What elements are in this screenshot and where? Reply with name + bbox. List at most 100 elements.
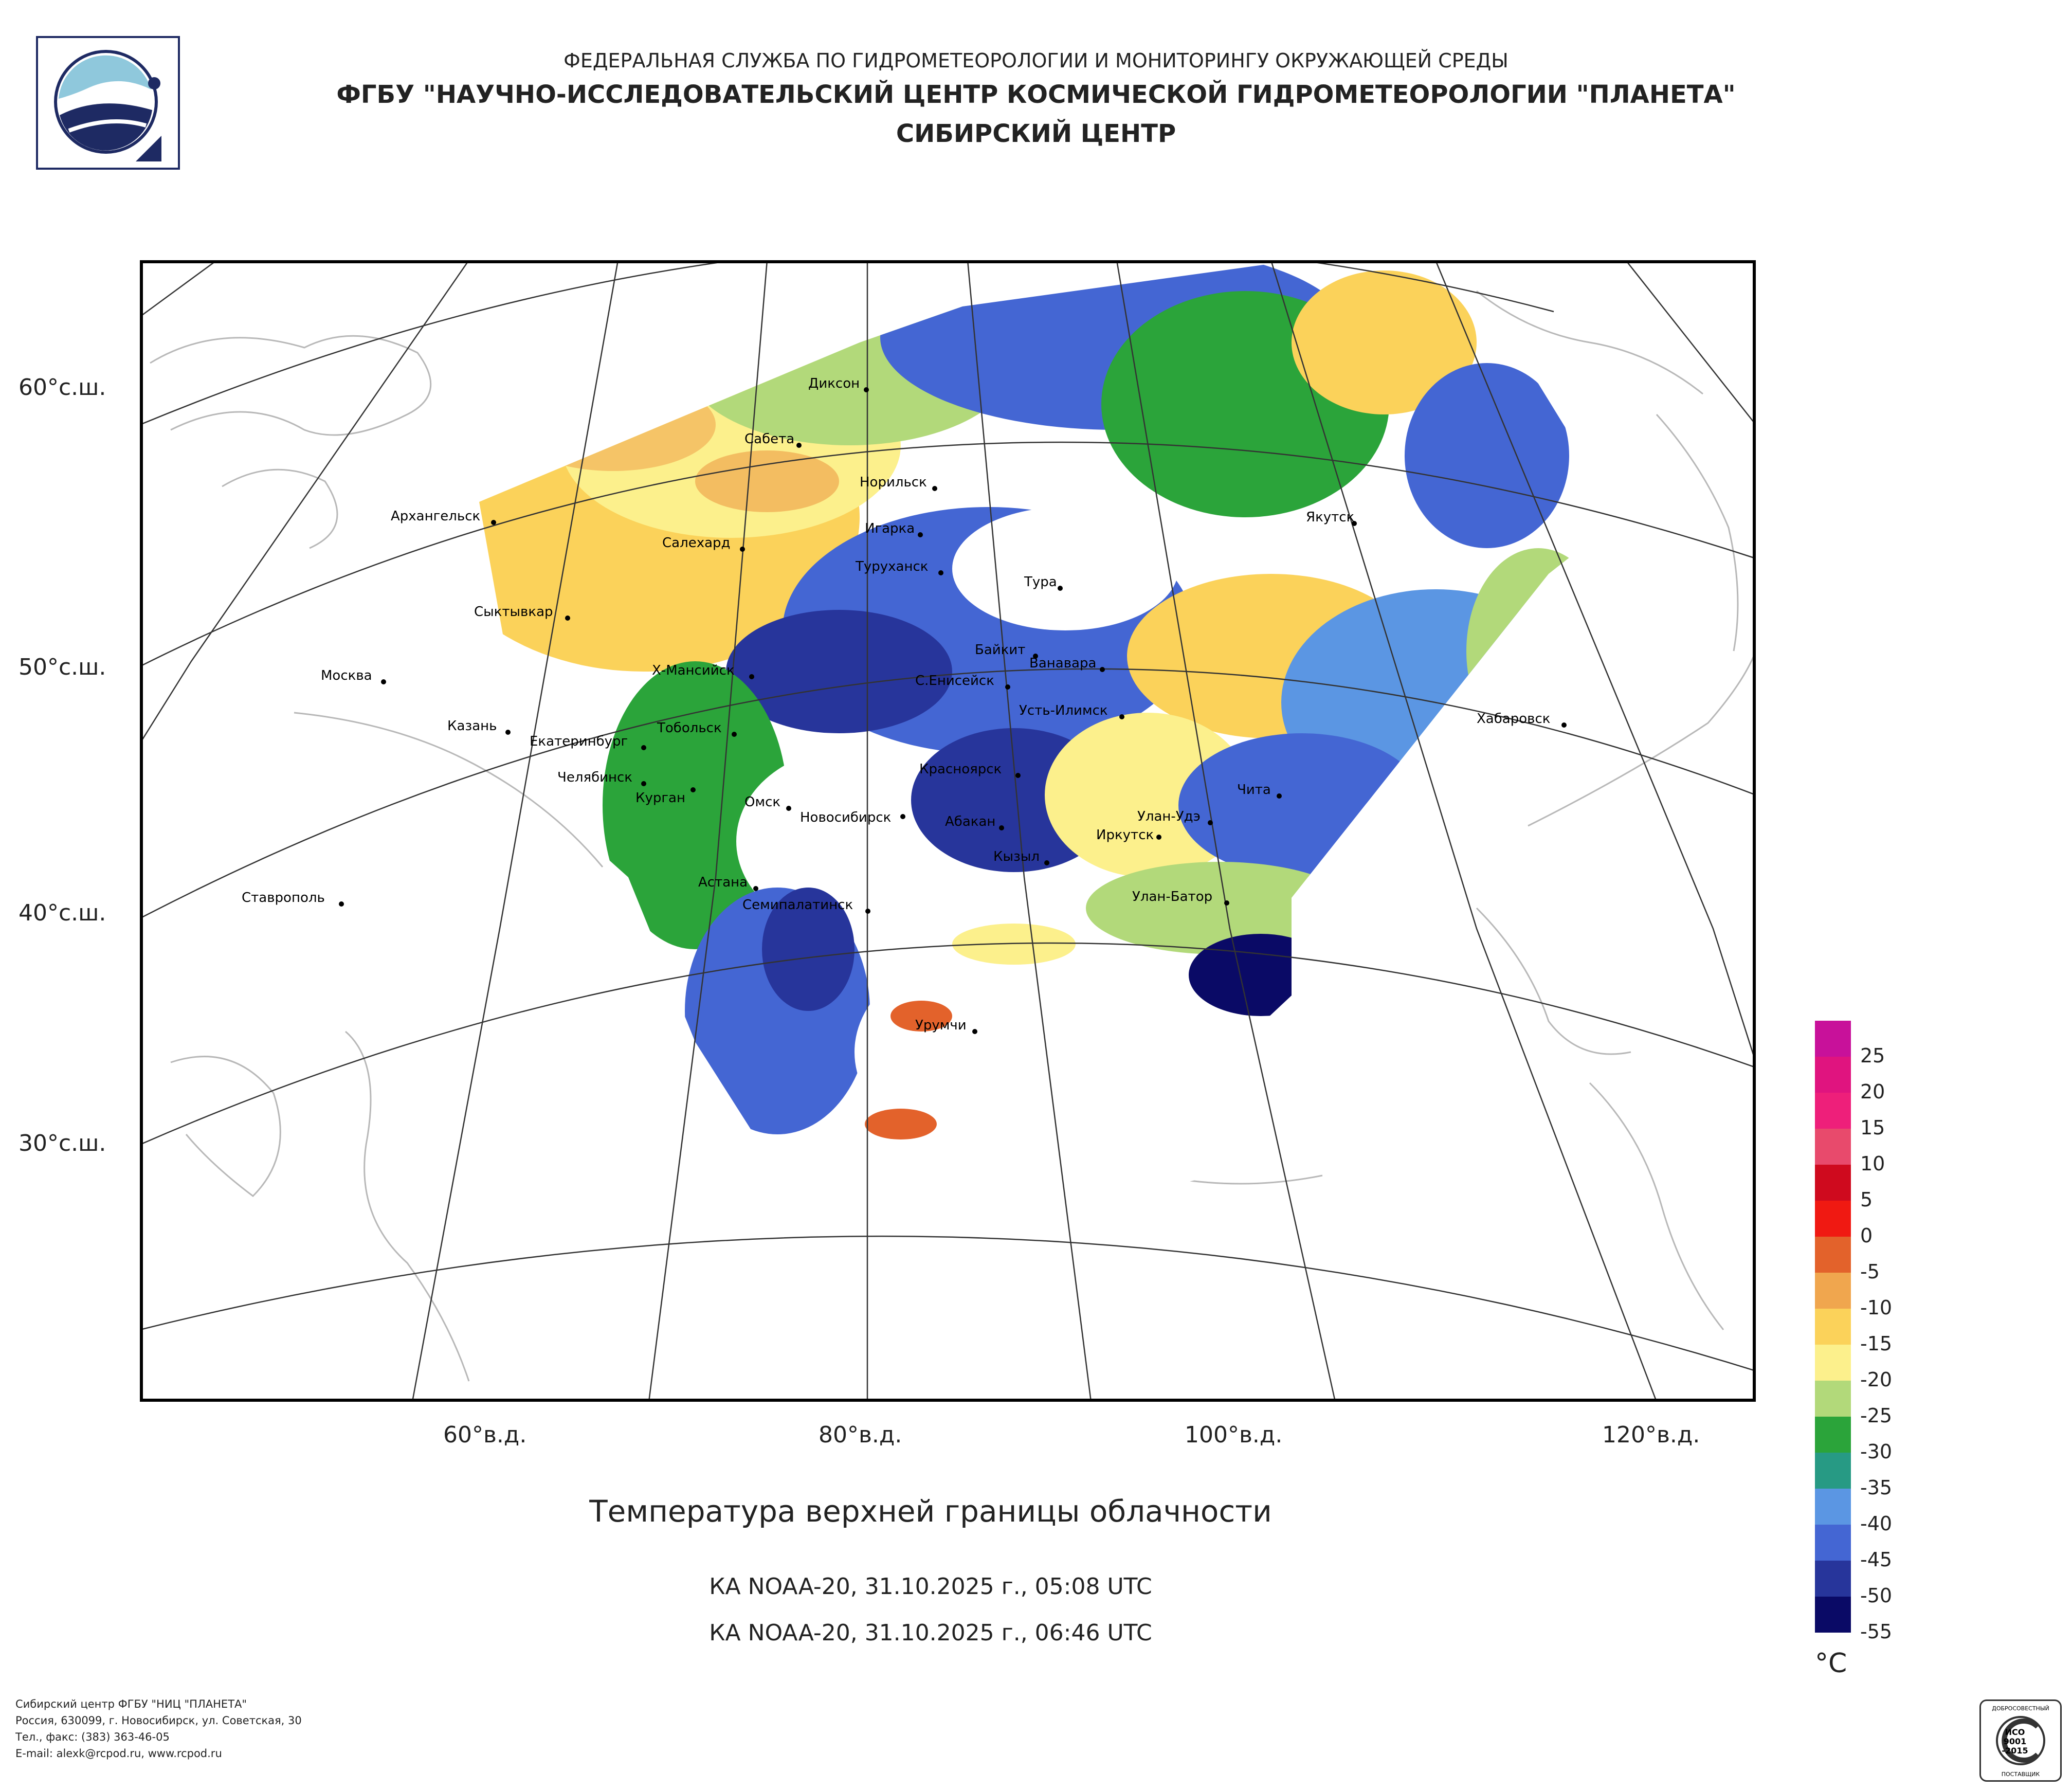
svg-text:Казань: Казань (447, 718, 497, 734)
header-line-3: СИБИРСКИЙ ЦЕНТР (896, 119, 1176, 148)
legend-tick: 0 (1860, 1224, 1873, 1247)
legend-tick: 20 (1860, 1080, 1885, 1103)
svg-text:Ванавара: Ванавара (1029, 656, 1096, 671)
footer-address: Россия, 630099, г. Новосибирск, ул. Сове… (15, 1714, 302, 1727)
svg-text:Х-Мансийск: Х-Мансийск (652, 663, 735, 678)
city-kyzyl: Кызыл (993, 849, 1049, 865)
legend-tick: -5 (1860, 1260, 1880, 1283)
legend-swatch (1815, 1165, 1851, 1201)
city-syktyvkar: Сыктывкар (474, 604, 570, 621)
svg-text:-2015: -2015 (2002, 1746, 2028, 1756)
legend-swatch (1815, 1381, 1851, 1417)
city-semipalatinsk: Семипалатинск (742, 897, 870, 914)
lon-label-60: 60°в.д. (443, 1422, 527, 1448)
lat-label-30: 30°с.ш. (19, 1130, 106, 1156)
lon-label-80: 80°в.д. (819, 1422, 902, 1448)
legend-swatch (1815, 1525, 1851, 1561)
iso-badge-icon: ДОБРОСОВЕСТНЫЙ ИСО 9001 -2015 ПОСТАВЩИК (1992, 1705, 2049, 1778)
svg-text:Байкит: Байкит (975, 642, 1025, 658)
legend-tick: -30 (1860, 1440, 1893, 1463)
svg-text:9001: 9001 (2004, 1736, 2027, 1746)
svg-text:Сыктывкар: Сыктывкар (474, 604, 553, 620)
lat-label-40: 40°с.ш. (19, 900, 106, 926)
svg-text:Якутск: Якутск (1306, 510, 1354, 525)
legend-tick: -55 (1860, 1620, 1893, 1643)
city-labels: Диксон Сабета Норильск Игарка Архангельс… (242, 376, 1567, 1034)
legend-tick: 5 (1860, 1188, 1873, 1211)
svg-text:Улан-Удэ: Улан-Удэ (1137, 809, 1201, 824)
city-ust-ilimsk: Усть-Илимск (1019, 703, 1124, 719)
legend-tick: -15 (1860, 1332, 1893, 1355)
legend-tick: 10 (1860, 1152, 1885, 1175)
legend-swatch (1815, 1093, 1851, 1129)
city-s-eniseisk: С.Енисейск (915, 673, 1010, 690)
city-tura: Тура (1024, 574, 1063, 591)
header-line-1: ФЕДЕРАЛЬНАЯ СЛУЖБА ПО ГИДРОМЕТЕОРОЛОГИИ … (564, 49, 1508, 72)
lon-label-100: 100°в.д. (1185, 1422, 1283, 1448)
lon-label-120: 120°в.д. (1602, 1422, 1700, 1448)
city-norilsk: Норильск (860, 475, 937, 491)
svg-text:Хабаровск: Хабаровск (1477, 711, 1550, 727)
city-igarka: Игарка (865, 521, 923, 537)
legend-unit: °C (1815, 1648, 1847, 1679)
city-krasnoyarsk: Красноярск (919, 762, 1021, 778)
legend-swatch (1815, 1309, 1851, 1345)
header-line-2: ФГБУ "НАУЧНО-ИССЛЕДОВАТЕЛЬСКИЙ ЦЕНТР КОС… (336, 80, 1736, 109)
svg-text:Диксон: Диксон (808, 376, 860, 391)
footer-org: Сибирский центр ФГБУ "НИЦ "ПЛАНЕТА" (15, 1698, 247, 1710)
iso-certificate-badge: ДОБРОСОВЕСТНЫЙ ИСО 9001 -2015 ПОСТАВЩИК (1979, 1699, 2062, 1782)
legend-swatch (1815, 1417, 1851, 1453)
city-tobolsk: Тобольск (657, 720, 737, 737)
svg-text:Усть-Илимск: Усть-Илимск (1019, 703, 1108, 718)
city-turukhansk: Туруханск (855, 559, 943, 575)
legend-swatch (1815, 1201, 1851, 1237)
svg-text:Игарка: Игарка (865, 521, 915, 536)
lat-label-60: 60°с.ш. (19, 374, 106, 401)
svg-text:Омск: Омск (744, 794, 780, 810)
city-vanavara: Ванавара (1029, 656, 1105, 672)
city-novosibirsk: Новосибирск (800, 810, 905, 825)
svg-text:Новосибирск: Новосибирск (800, 810, 891, 825)
legend-tick: -35 (1860, 1476, 1893, 1499)
city-astana: Астана (698, 875, 758, 891)
satellite-pass-1: КА NOAA-20, 31.10.2025 г., 05:08 UTC (709, 1573, 1152, 1600)
legend-swatch (1815, 1345, 1851, 1381)
city-urumqi: Урумчи (915, 1018, 977, 1034)
svg-text:Курган: Курган (635, 790, 685, 806)
svg-text:Урумчи: Урумчи (915, 1018, 967, 1033)
svg-text:Тура: Тура (1024, 574, 1057, 590)
svg-text:Чита: Чита (1237, 782, 1271, 798)
svg-text:Салехард: Салехард (662, 535, 731, 551)
city-chita: Чита (1237, 782, 1282, 799)
legend-swatch (1815, 1561, 1851, 1597)
footer-phone: Тел., факс: (383) 363-46-05 (15, 1731, 170, 1743)
svg-text:Кызыл: Кызыл (993, 849, 1040, 864)
city-kurgan: Курган (635, 787, 696, 806)
legend-tick: -10 (1860, 1296, 1893, 1319)
svg-text:Абакан: Абакан (945, 814, 995, 829)
legend-swatch (1815, 1453, 1851, 1489)
city-baikit: Байкит (975, 642, 1038, 659)
city-omsk: Омск (744, 794, 791, 811)
svg-text:Астана: Астана (698, 875, 748, 890)
svg-text:Семипалатинск: Семипалатинск (742, 897, 853, 913)
svg-text:Улан-Батор: Улан-Батор (1132, 889, 1212, 904)
legend-tick: 25 (1860, 1044, 1885, 1067)
svg-text:ПОСТАВЩИК: ПОСТАВЩИК (2002, 1771, 2040, 1778)
city-chelyabinsk: Челябинск (557, 770, 646, 786)
legend-swatch (1815, 1489, 1851, 1525)
city-abakan: Абакан (945, 814, 1004, 830)
svg-text:ДОБРОСОВЕСТНЫЙ: ДОБРОСОВЕСТНЫЙ (1992, 1705, 2049, 1712)
svg-text:Челябинск: Челябинск (557, 770, 632, 785)
graticule (140, 260, 1756, 1402)
legend-swatch (1815, 1021, 1851, 1057)
svg-text:Сабета: Сабета (744, 431, 794, 447)
city-ekaterinburg: Екатеринбург (530, 734, 646, 750)
city-arkhangelsk: Архангельск (391, 509, 496, 525)
coastlines (150, 290, 1756, 1382)
city-irkutsk: Иркутск (1096, 827, 1161, 843)
city-khmansiysk: Х-Мансийск (652, 663, 754, 679)
svg-text:ИСО: ИСО (2005, 1727, 2025, 1737)
city-stavropol: Ставрополь (242, 890, 344, 907)
legend-swatch (1815, 1237, 1851, 1273)
